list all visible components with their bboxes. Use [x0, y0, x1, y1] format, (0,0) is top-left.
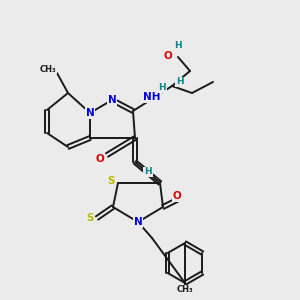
Text: H: H	[158, 83, 166, 92]
Text: N: N	[108, 95, 116, 105]
Text: O: O	[96, 154, 104, 164]
Text: N: N	[85, 108, 94, 118]
Text: S: S	[86, 213, 94, 223]
Text: N: N	[134, 217, 142, 227]
Text: H: H	[144, 167, 152, 176]
Text: CH₃: CH₃	[40, 64, 56, 74]
Text: S: S	[107, 176, 115, 186]
Text: H: H	[174, 41, 182, 50]
Text: O: O	[164, 51, 172, 61]
Text: NH: NH	[143, 92, 161, 102]
Text: H: H	[176, 77, 184, 86]
Text: CH₃: CH₃	[177, 286, 193, 295]
Text: O: O	[172, 191, 182, 201]
